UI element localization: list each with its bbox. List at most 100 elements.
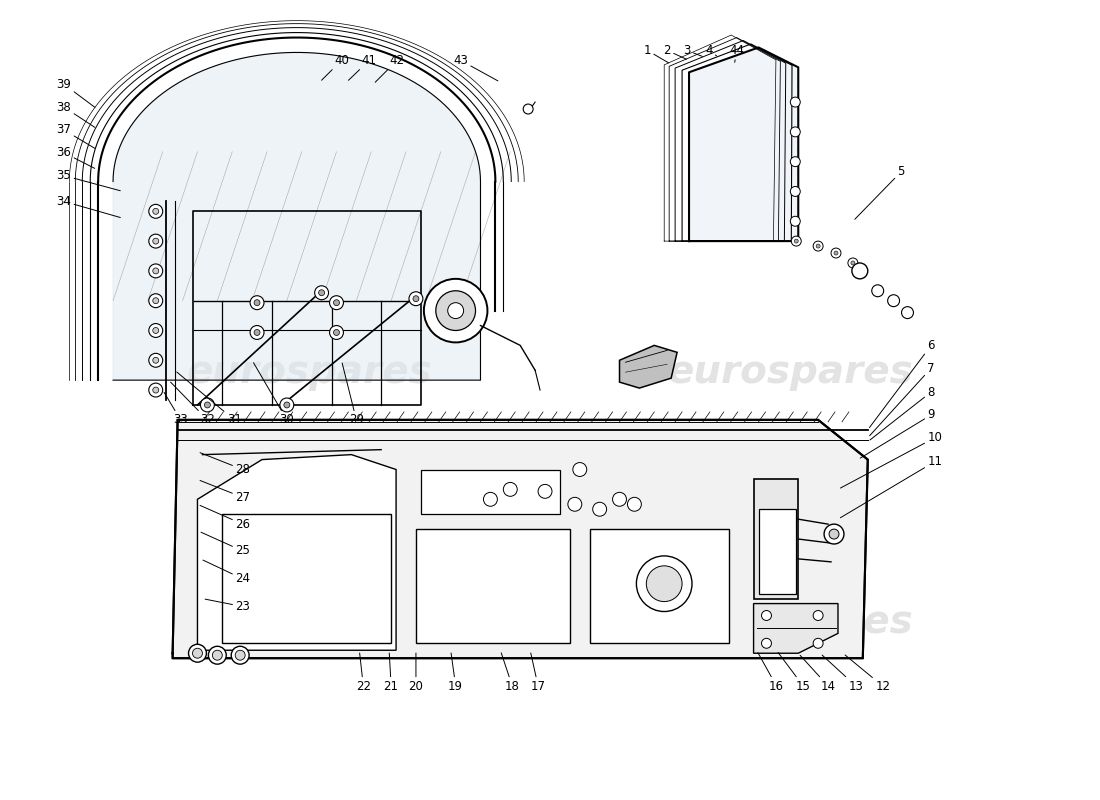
Circle shape xyxy=(212,650,222,660)
Polygon shape xyxy=(416,529,570,643)
Circle shape xyxy=(148,383,163,397)
Circle shape xyxy=(330,296,343,310)
Polygon shape xyxy=(754,479,799,598)
Circle shape xyxy=(188,644,207,662)
Circle shape xyxy=(250,296,264,310)
Text: 21: 21 xyxy=(384,653,398,693)
Text: 42: 42 xyxy=(375,54,405,82)
Text: 31: 31 xyxy=(177,372,242,426)
Circle shape xyxy=(888,294,900,306)
Text: eurospares: eurospares xyxy=(187,603,432,642)
Circle shape xyxy=(315,286,329,300)
Circle shape xyxy=(790,157,801,166)
Text: 26: 26 xyxy=(200,506,250,530)
Circle shape xyxy=(790,186,801,197)
Circle shape xyxy=(153,238,158,244)
Text: 6: 6 xyxy=(869,339,935,427)
Polygon shape xyxy=(590,529,728,643)
Circle shape xyxy=(279,398,294,412)
Text: 27: 27 xyxy=(200,481,250,504)
Circle shape xyxy=(791,236,801,246)
Circle shape xyxy=(851,261,855,265)
Polygon shape xyxy=(619,346,678,388)
Text: eurospares: eurospares xyxy=(668,353,913,391)
Text: 36: 36 xyxy=(56,146,95,168)
Circle shape xyxy=(829,529,839,539)
Text: 25: 25 xyxy=(201,532,250,558)
Circle shape xyxy=(834,251,838,255)
Circle shape xyxy=(254,300,260,306)
Circle shape xyxy=(637,556,692,611)
Circle shape xyxy=(205,402,210,408)
Circle shape xyxy=(330,326,343,339)
Circle shape xyxy=(627,498,641,511)
Text: 10: 10 xyxy=(840,431,943,488)
Text: 3: 3 xyxy=(683,44,702,57)
Circle shape xyxy=(424,279,487,342)
Circle shape xyxy=(790,216,801,226)
Text: 39: 39 xyxy=(56,78,95,107)
Circle shape xyxy=(484,492,497,506)
Text: 41: 41 xyxy=(349,54,377,80)
Circle shape xyxy=(235,650,245,660)
Text: 19: 19 xyxy=(448,653,463,693)
Circle shape xyxy=(813,638,823,648)
Polygon shape xyxy=(113,53,481,380)
Circle shape xyxy=(871,285,883,297)
Text: 30: 30 xyxy=(253,362,294,426)
Circle shape xyxy=(153,358,158,363)
Circle shape xyxy=(761,610,771,621)
Circle shape xyxy=(816,244,821,248)
Circle shape xyxy=(153,387,158,393)
Text: 32: 32 xyxy=(170,382,214,426)
Circle shape xyxy=(148,204,163,218)
Text: 5: 5 xyxy=(855,165,905,219)
Circle shape xyxy=(593,502,606,516)
Text: 38: 38 xyxy=(56,101,95,127)
Text: 22: 22 xyxy=(355,653,371,693)
Circle shape xyxy=(409,292,422,306)
Text: 13: 13 xyxy=(822,655,864,693)
Text: 15: 15 xyxy=(778,653,811,693)
Text: 16: 16 xyxy=(758,653,784,693)
Circle shape xyxy=(153,268,158,274)
Circle shape xyxy=(153,298,158,304)
Circle shape xyxy=(848,258,858,268)
Circle shape xyxy=(902,306,913,318)
Text: 8: 8 xyxy=(870,386,935,440)
Circle shape xyxy=(284,402,289,408)
Circle shape xyxy=(148,264,163,278)
Text: 44: 44 xyxy=(729,44,745,62)
Circle shape xyxy=(148,323,163,338)
Circle shape xyxy=(790,97,801,107)
Text: 35: 35 xyxy=(56,169,120,190)
Circle shape xyxy=(504,482,517,496)
Circle shape xyxy=(790,127,801,137)
Polygon shape xyxy=(173,420,868,658)
Circle shape xyxy=(573,462,586,477)
Text: 24: 24 xyxy=(204,560,250,586)
Polygon shape xyxy=(421,470,560,514)
Circle shape xyxy=(436,290,475,330)
Circle shape xyxy=(813,241,823,251)
Polygon shape xyxy=(689,47,799,241)
Circle shape xyxy=(830,248,842,258)
Circle shape xyxy=(192,648,202,658)
Circle shape xyxy=(448,302,463,318)
Text: 11: 11 xyxy=(840,455,943,518)
Text: 14: 14 xyxy=(800,655,836,693)
Circle shape xyxy=(647,566,682,602)
Circle shape xyxy=(568,498,582,511)
Text: 43: 43 xyxy=(453,54,498,81)
Circle shape xyxy=(153,327,158,334)
Circle shape xyxy=(208,646,227,664)
Text: 23: 23 xyxy=(206,599,250,613)
Text: 7: 7 xyxy=(870,362,935,436)
Circle shape xyxy=(524,104,534,114)
Circle shape xyxy=(153,208,158,214)
Circle shape xyxy=(794,239,799,243)
Text: eurospares: eurospares xyxy=(668,603,913,642)
Text: 9: 9 xyxy=(860,408,935,458)
Circle shape xyxy=(333,300,340,306)
Circle shape xyxy=(250,326,264,339)
